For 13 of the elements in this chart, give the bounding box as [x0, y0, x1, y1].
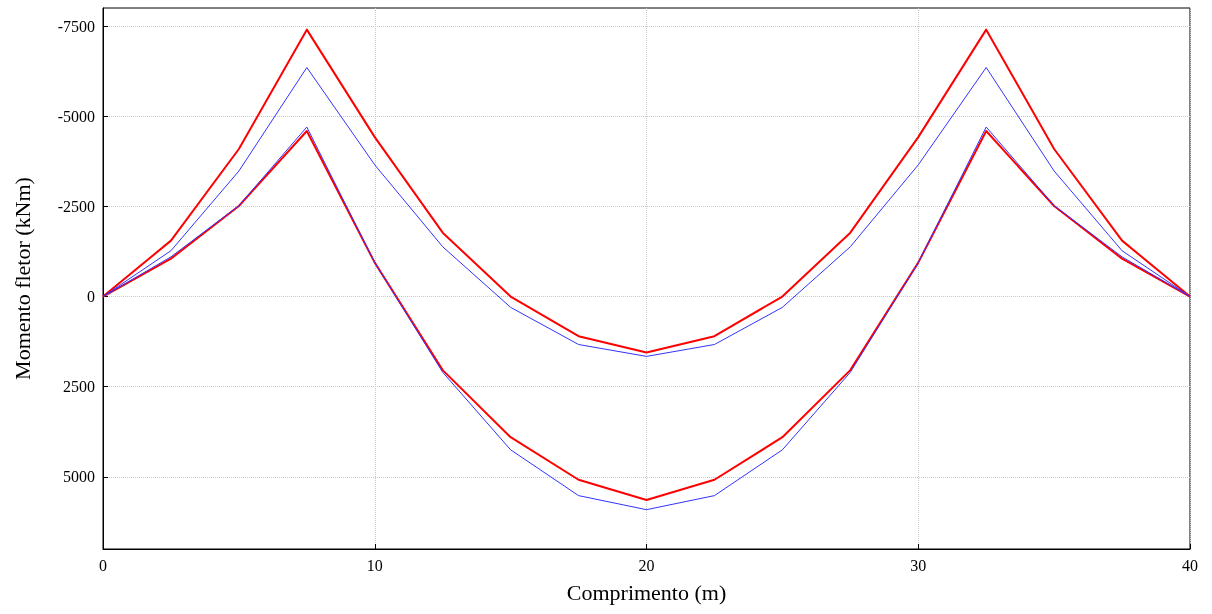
- x-tick-label: 0: [99, 556, 107, 574]
- y-axis-title: Momento fletor (kNm): [9, 177, 35, 380]
- x-tick-label: 20: [638, 556, 655, 574]
- y-tick-label: -2500: [57, 197, 95, 215]
- x-tick-label: 40: [1182, 556, 1198, 574]
- x-tick-label: 10: [366, 556, 383, 574]
- x-tick-label: 30: [910, 556, 927, 574]
- y-tick-label: 2500: [63, 378, 95, 396]
- y-tick-label: 0: [87, 288, 95, 306]
- x-axis-title: Comprimento (m): [566, 579, 727, 605]
- y-tick-label: -5000: [57, 107, 95, 125]
- y-tick-label: 5000: [63, 468, 95, 486]
- y-tick-label: -7500: [57, 17, 95, 35]
